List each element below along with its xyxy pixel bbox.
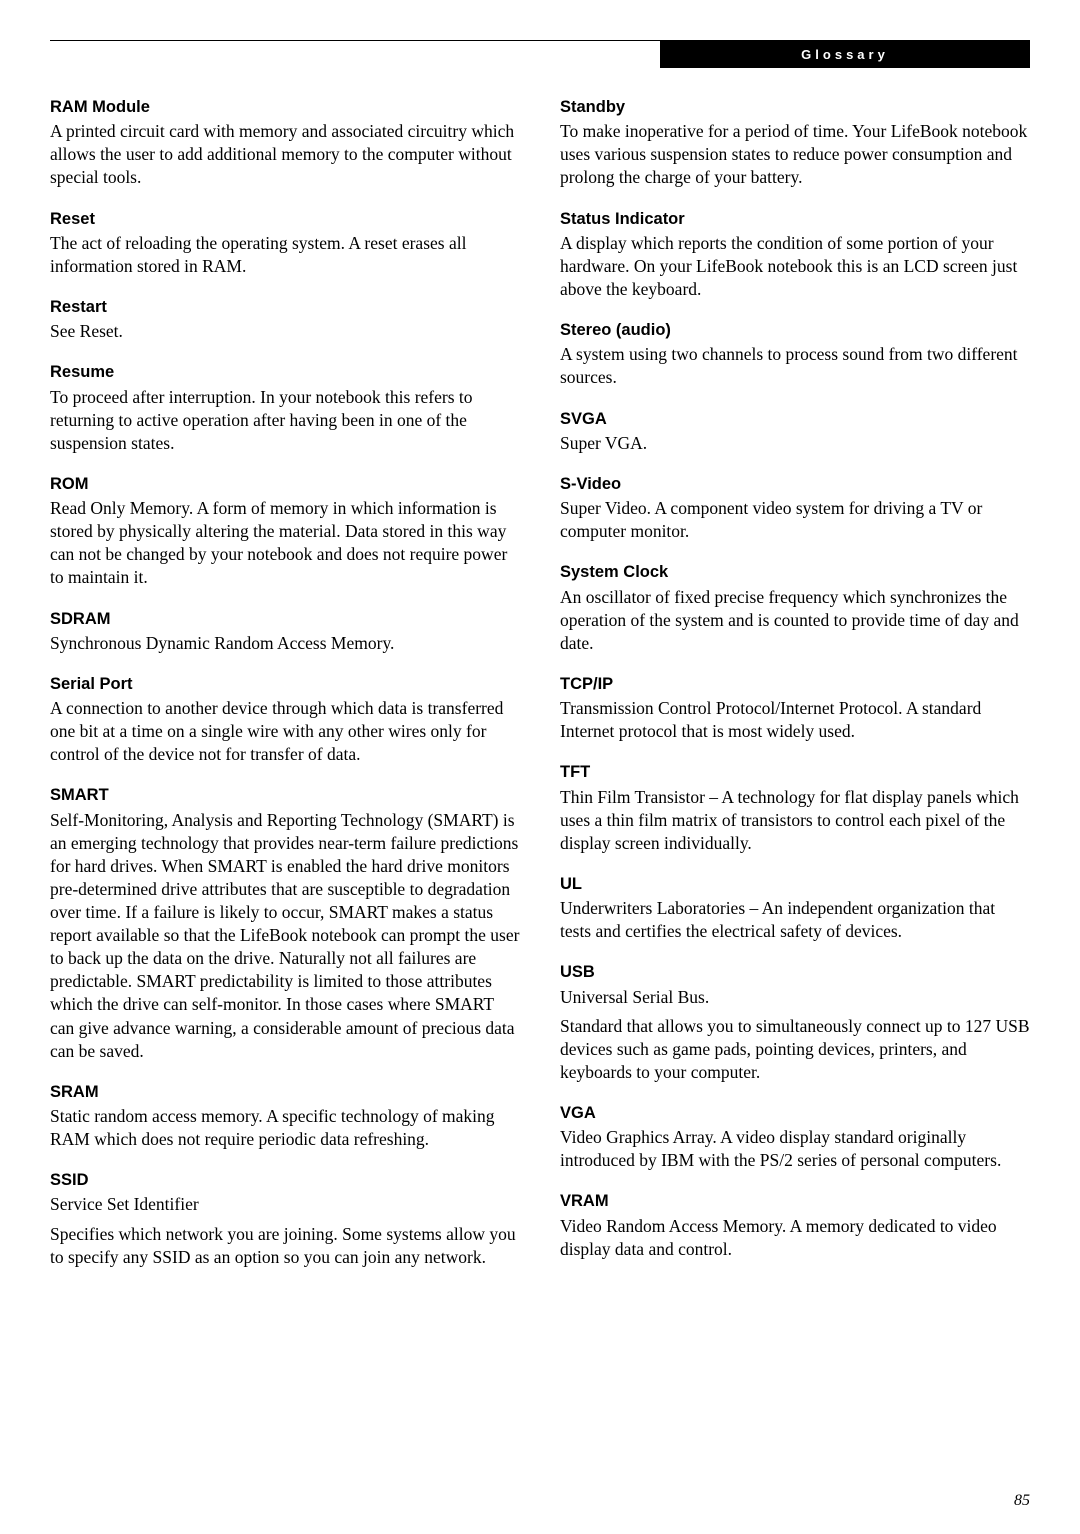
glossary-definition-paragraph: Super VGA. bbox=[560, 432, 1030, 455]
glossary-term: ROM bbox=[50, 473, 520, 495]
glossary-definition-paragraph: A printed circuit card with memory and a… bbox=[50, 120, 520, 189]
glossary-term: TCP/IP bbox=[560, 673, 1030, 695]
glossary-definition-paragraph: Standard that allows you to simultaneous… bbox=[560, 1015, 1030, 1084]
glossary-definition: A connection to another device through w… bbox=[50, 697, 520, 766]
glossary-definition: Underwriters Laboratories – An independe… bbox=[560, 897, 1030, 943]
glossary-entry: VGAVideo Graphics Array. A video display… bbox=[560, 1102, 1030, 1172]
glossary-term: RAM Module bbox=[50, 96, 520, 118]
glossary-term: SDRAM bbox=[50, 608, 520, 630]
glossary-definition: See Reset. bbox=[50, 320, 520, 343]
glossary-definition: Video Random Access Memory. A memory ded… bbox=[560, 1215, 1030, 1261]
glossary-term: SRAM bbox=[50, 1081, 520, 1103]
page-number: 85 bbox=[1014, 1492, 1030, 1510]
glossary-definition: Service Set Identifier Specifies which ne… bbox=[50, 1193, 520, 1268]
glossary-entry: S-VideoSuper Video. A component video sy… bbox=[560, 473, 1030, 543]
glossary-entry: Stereo (audio)A system using two channel… bbox=[560, 319, 1030, 389]
glossary-term: TFT bbox=[560, 761, 1030, 783]
glossary-term: Restart bbox=[50, 296, 520, 318]
glossary-entry: ROMRead Only Memory. A form of memory in… bbox=[50, 473, 520, 590]
glossary-entry: SDRAMSynchronous Dynamic Random Access M… bbox=[50, 608, 520, 655]
glossary-definition-paragraph: Universal Serial Bus. bbox=[560, 986, 1030, 1009]
glossary-definition: Synchronous Dynamic Random Access Memory… bbox=[50, 632, 520, 655]
glossary-definition-paragraph: Video Graphics Array. A video display st… bbox=[560, 1126, 1030, 1172]
glossary-definition-paragraph: Thin Film Transistor – A technology for … bbox=[560, 786, 1030, 855]
glossary-definition: A printed circuit card with memory and a… bbox=[50, 120, 520, 189]
glossary-term: UL bbox=[560, 873, 1030, 895]
glossary-definition: Self-Monitoring, Analysis and Reporting … bbox=[50, 809, 520, 1063]
glossary-definition-paragraph: Synchronous Dynamic Random Access Memory… bbox=[50, 632, 520, 655]
glossary-definition: Thin Film Transistor – A technology for … bbox=[560, 786, 1030, 855]
glossary-term: SSID bbox=[50, 1169, 520, 1191]
glossary-definition-paragraph: An oscillator of fixed precise frequency… bbox=[560, 586, 1030, 655]
header-tab: Glossary bbox=[660, 41, 1030, 68]
glossary-entry: RestartSee Reset. bbox=[50, 296, 520, 343]
glossary-entry: SMART Self-Monitoring, Analysis and Repor… bbox=[50, 784, 520, 1062]
glossary-definition: Super VGA. bbox=[560, 432, 1030, 455]
glossary-definition: The act of reloading the operating syste… bbox=[50, 232, 520, 278]
glossary-entry: SVGASuper VGA. bbox=[560, 408, 1030, 455]
glossary-definition: Universal Serial Bus. Standard that allow… bbox=[560, 986, 1030, 1084]
glossary-definition-paragraph: See Reset. bbox=[50, 320, 520, 343]
glossary-entry: SSIDService Set Identifier Specifies whic… bbox=[50, 1169, 520, 1269]
glossary-term: SMART bbox=[50, 784, 520, 806]
left-column: RAM ModuleA printed circuit card with me… bbox=[50, 96, 520, 1287]
glossary-definition-paragraph: A connection to another device through w… bbox=[50, 697, 520, 766]
glossary-term: USB bbox=[560, 961, 1030, 983]
glossary-entry: USB Universal Serial Bus. Standard that al… bbox=[560, 961, 1030, 1084]
glossary-term: Status Indicator bbox=[560, 208, 1030, 230]
glossary-definition-paragraph: Service Set Identifier bbox=[50, 1193, 520, 1216]
glossary-definition-paragraph: To proceed after interruption. In your n… bbox=[50, 386, 520, 455]
glossary-entry: ResetThe act of reloading the operating … bbox=[50, 208, 520, 278]
glossary-entry: SRAMStatic random access memory. A speci… bbox=[50, 1081, 520, 1151]
glossary-entry: ULUnderwriters Laboratories – An indepen… bbox=[560, 873, 1030, 943]
glossary-entry: StandbyTo make inoperative for a period … bbox=[560, 96, 1030, 190]
glossary-definition-paragraph: Static random access memory. A specific … bbox=[50, 1105, 520, 1151]
glossary-term: S-Video bbox=[560, 473, 1030, 495]
glossary-entry: TCP/IPTransmission Control Protocol/Inte… bbox=[560, 673, 1030, 743]
glossary-definition-paragraph: Read Only Memory. A form of memory in wh… bbox=[50, 497, 520, 589]
glossary-entry: VRAM Video Random Access Memory. A memory… bbox=[560, 1190, 1030, 1260]
glossary-definition: To proceed after interruption. In your n… bbox=[50, 386, 520, 455]
glossary-definition-paragraph: A display which reports the condition of… bbox=[560, 232, 1030, 301]
glossary-definition-paragraph: Video Random Access Memory. A memory ded… bbox=[560, 1215, 1030, 1261]
glossary-entry: RAM ModuleA printed circuit card with me… bbox=[50, 96, 520, 190]
glossary-entry: Resume To proceed after interruption. In … bbox=[50, 361, 520, 455]
glossary-definition: An oscillator of fixed precise frequency… bbox=[560, 586, 1030, 655]
glossary-term: SVGA bbox=[560, 408, 1030, 430]
glossary-definition: Super Video. A component video system fo… bbox=[560, 497, 1030, 543]
glossary-definition-paragraph: Specifies which network you are joining.… bbox=[50, 1223, 520, 1269]
glossary-definition: To make inoperative for a period of time… bbox=[560, 120, 1030, 189]
right-column: StandbyTo make inoperative for a period … bbox=[560, 96, 1030, 1287]
glossary-term: VRAM bbox=[560, 1190, 1030, 1212]
glossary-term: Resume bbox=[50, 361, 520, 383]
glossary-definition-paragraph: Transmission Control Protocol/Internet P… bbox=[560, 697, 1030, 743]
glossary-definition: A system using two channels to process s… bbox=[560, 343, 1030, 389]
glossary-entry: Serial PortA connection to another devic… bbox=[50, 673, 520, 767]
glossary-entry: Status IndicatorA display which reports … bbox=[560, 208, 1030, 302]
glossary-term: VGA bbox=[560, 1102, 1030, 1124]
glossary-definition-paragraph: A system using two channels to process s… bbox=[560, 343, 1030, 389]
glossary-definition-paragraph: Self-Monitoring, Analysis and Reporting … bbox=[50, 809, 520, 1063]
glossary-definition-paragraph: Underwriters Laboratories – An independe… bbox=[560, 897, 1030, 943]
glossary-term: Stereo (audio) bbox=[560, 319, 1030, 341]
glossary-term: System Clock bbox=[560, 561, 1030, 583]
glossary-definition-paragraph: To make inoperative for a period of time… bbox=[560, 120, 1030, 189]
glossary-entry: System Clock An oscillator of fixed preci… bbox=[560, 561, 1030, 655]
glossary-term: Standby bbox=[560, 96, 1030, 118]
glossary-definition-paragraph: The act of reloading the operating syste… bbox=[50, 232, 520, 278]
glossary-definition-paragraph: Super Video. A component video system fo… bbox=[560, 497, 1030, 543]
glossary-term: Serial Port bbox=[50, 673, 520, 695]
glossary-definition: Static random access memory. A specific … bbox=[50, 1105, 520, 1151]
glossary-entry: TFT Thin Film Transistor – A technology f… bbox=[560, 761, 1030, 855]
glossary-definition: Video Graphics Array. A video display st… bbox=[560, 1126, 1030, 1172]
content-columns: RAM ModuleA printed circuit card with me… bbox=[50, 96, 1030, 1287]
glossary-term: Reset bbox=[50, 208, 520, 230]
glossary-definition: Transmission Control Protocol/Internet P… bbox=[560, 697, 1030, 743]
glossary-definition: A display which reports the condition of… bbox=[560, 232, 1030, 301]
glossary-definition: Read Only Memory. A form of memory in wh… bbox=[50, 497, 520, 589]
